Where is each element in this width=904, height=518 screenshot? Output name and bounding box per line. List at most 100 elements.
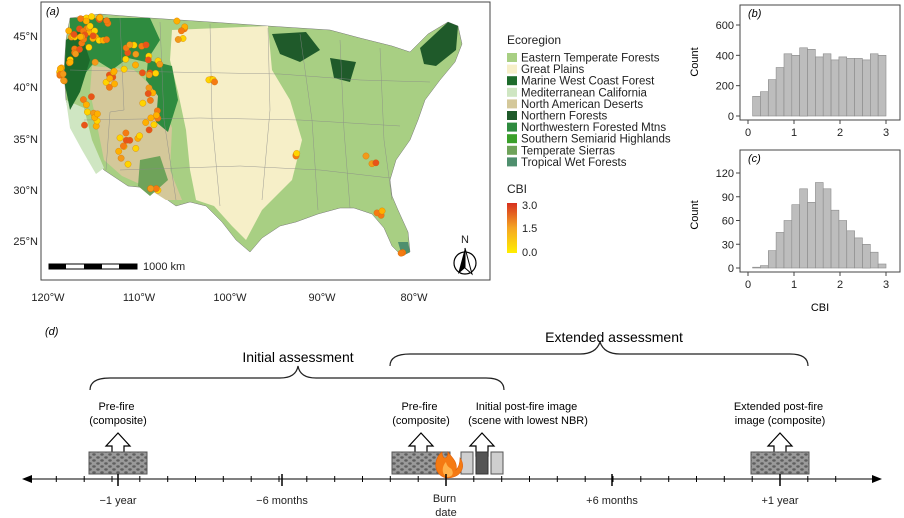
hist-bar	[838, 220, 848, 269]
hist-bar	[854, 237, 863, 269]
fire-point	[103, 17, 110, 25]
fire-point	[65, 27, 73, 35]
fire-point	[132, 50, 140, 58]
fire-point	[80, 96, 87, 103]
extended-postfire-line: image (composite)	[735, 415, 825, 427]
legend-swatch	[507, 145, 517, 155]
initial-postfire-label: Initial post-fire image (scene with lowe…	[468, 401, 588, 427]
fire-point	[122, 55, 130, 63]
postfire-scene-dark	[475, 451, 489, 475]
extended-postfire-line: Extended post-fire	[734, 401, 823, 413]
timeline-panel-label: (d)	[45, 326, 59, 338]
fire-point	[147, 114, 155, 122]
fire-point	[150, 121, 158, 129]
hist-bar	[838, 56, 848, 117]
prefire-2-line: Pre-fire	[401, 401, 437, 413]
y-tick-label: 400	[716, 50, 734, 62]
y-tick-label: 600	[716, 20, 734, 32]
fire-point	[124, 160, 132, 168]
extended-brace	[389, 340, 809, 367]
hist-bar	[869, 251, 879, 269]
fire-point	[117, 154, 125, 162]
hist-b-panel-label: (b)	[748, 8, 762, 20]
cbi-tick: 1.5	[522, 223, 537, 235]
hist-bar	[767, 250, 777, 269]
fire-point	[126, 136, 134, 144]
prefire-2-label: Pre-fire (composite)	[392, 401, 449, 427]
fire-point	[106, 83, 113, 91]
fire-point	[132, 61, 139, 69]
lat-label: 45°N	[13, 31, 38, 43]
hist-bar	[822, 188, 832, 269]
ecoregion-legend: Ecoregion Eastern Temperate ForestsGreat…	[507, 33, 671, 259]
legend-swatch	[507, 99, 517, 109]
fire-point	[145, 71, 153, 79]
fire-point	[293, 150, 301, 157]
hist-bar	[799, 188, 808, 269]
legend-item-label: Marine West Coast Forest	[521, 76, 655, 88]
fire-point	[142, 119, 150, 126]
fire-point	[115, 147, 123, 155]
legend-swatch	[507, 53, 517, 62]
initial-postfire-line: (scene with lowest NBR)	[468, 415, 588, 427]
x-tick-label: 2	[837, 127, 843, 139]
fire-point	[66, 58, 74, 66]
cbi-legend-title: CBI	[507, 182, 527, 196]
fire-point	[153, 111, 160, 119]
x-tick-label: 2	[837, 279, 843, 291]
fire-point	[152, 185, 160, 192]
burn-date-line: Burn	[433, 493, 456, 505]
timeline-arrow-right	[872, 475, 882, 483]
fire-point	[211, 78, 218, 86]
fire-point	[77, 15, 84, 23]
x-tick-label: 3	[883, 279, 889, 291]
hist-bar	[862, 244, 871, 269]
y-tick-label: 0	[728, 111, 734, 123]
hist-bar	[862, 59, 871, 117]
timeline-tick-label: Burn date	[433, 493, 459, 518]
hist-bar	[799, 47, 808, 117]
fire-point	[77, 33, 84, 41]
fire-point	[139, 99, 147, 107]
hist-bar	[815, 182, 824, 269]
timeline-tick-label: +1 year	[762, 495, 799, 507]
x-tick-label: 3	[883, 127, 889, 139]
fire-point	[59, 70, 67, 78]
lon-label: 80°W	[400, 292, 428, 304]
fire-point	[120, 142, 127, 150]
fire-point	[88, 13, 95, 20]
y-tick-label: 60	[722, 216, 734, 228]
fire-point	[91, 58, 99, 66]
north-arrow-icon: N	[453, 234, 477, 276]
lon-label: 90°W	[308, 292, 336, 304]
hist-bar	[830, 59, 840, 117]
fire-point	[89, 32, 97, 40]
fire-point	[145, 126, 153, 134]
fire-point	[147, 97, 154, 104]
fire-point	[136, 132, 143, 140]
fire-point	[372, 159, 380, 167]
fire-points	[56, 13, 407, 257]
hist-c-xlabel: CBI	[811, 302, 829, 314]
northern-forests-mi	[330, 58, 356, 82]
fire-point	[152, 69, 160, 77]
scale-bar: 1000 km	[48, 261, 185, 273]
hist-bar	[830, 209, 840, 269]
lat-label: 25°N	[13, 236, 38, 248]
legend-swatch	[507, 157, 517, 167]
timeline-arrow-left	[22, 475, 32, 483]
fire-point	[173, 17, 181, 25]
y-tick-label: 120	[716, 168, 734, 180]
california	[66, 100, 104, 174]
histogram-b: (b) Count 0 200 400 600 0 1 2 3	[689, 4, 901, 139]
fire-point	[94, 110, 101, 118]
state-borders	[69, 17, 431, 211]
up-arrow-icons	[104, 432, 794, 457]
map-panel-label: (a)	[46, 6, 60, 18]
fire-point	[120, 65, 128, 73]
legend-item-label: Mediterranean California	[521, 87, 648, 99]
hist-c-frame	[739, 149, 901, 273]
hist-bar	[807, 202, 816, 269]
legend-item-label: Northern Forests	[521, 111, 608, 123]
scale-label: 1000 km	[143, 261, 185, 273]
